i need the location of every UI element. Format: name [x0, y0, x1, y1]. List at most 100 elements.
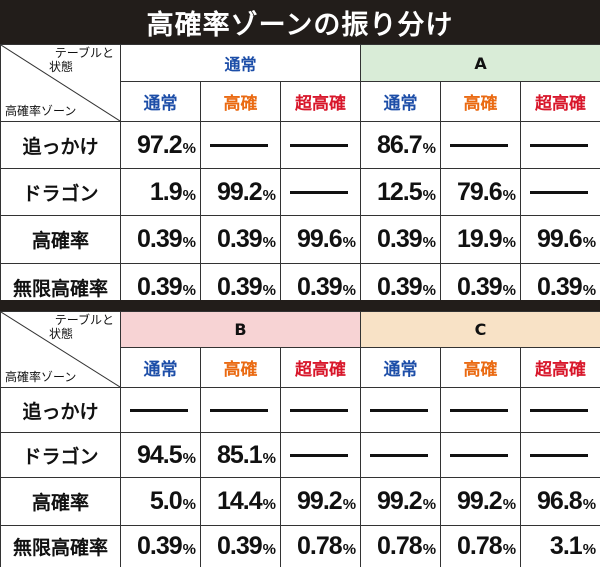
sub-header-high: 高確: [200, 81, 281, 122]
corner-header: テーブルと 状態 高確率ゾーン: [0, 311, 121, 388]
corner-zone-label: 高確率ゾーン: [5, 370, 77, 384]
table-row: 高確率 0.39% 0.39% 99.6% 0.39% 19.9% 99.6%: [0, 215, 600, 264]
sub-header-normal: 通常: [360, 81, 442, 122]
dash-mark: [129, 408, 188, 412]
value-cell: [520, 387, 600, 433]
row-label: 無限高確率: [0, 525, 121, 567]
value-cell: [440, 432, 522, 478]
corner-zone-label: 高確率ゾーン: [5, 104, 77, 118]
value-cell: 99.2%: [279, 477, 362, 526]
value-cell: [279, 121, 362, 169]
corner-table-state-label: テーブルと: [54, 313, 114, 327]
sub-header-high: 高確: [440, 81, 522, 122]
value-cell: 99.2%: [440, 477, 522, 526]
value-cell: 99.6%: [279, 215, 362, 264]
section-divider: [0, 300, 600, 311]
row-label: 高確率: [0, 215, 121, 264]
value-cell: [360, 432, 442, 478]
dash-mark: [369, 408, 428, 412]
value-cell: 0.39%: [120, 525, 201, 567]
value-cell: [520, 432, 600, 478]
value-cell: 3.1%: [520, 525, 600, 567]
value-cell: [360, 387, 442, 433]
value-cell: 99.6%: [520, 215, 600, 264]
sub-header-high: 高確: [200, 347, 281, 388]
dash-mark: [529, 143, 588, 147]
value-cell: 85.1%: [200, 432, 281, 478]
sub-header-normal: 通常: [360, 347, 442, 388]
distribution-table-1: テーブルと 状態 高確率ゾーン 通常 A 通常 高確 超高確 通常 高確 超高確…: [0, 44, 600, 311]
value-cell: 12.5%: [360, 168, 442, 216]
sub-header-super-high: 超高確: [279, 81, 362, 122]
value-cell: [279, 168, 362, 216]
sub-header-normal: 通常: [120, 81, 201, 122]
row-label: ドラゴン: [0, 168, 121, 216]
group-header-c: C: [360, 311, 600, 348]
row-label: 追っかけ: [0, 387, 121, 433]
page-title: 高確率ゾーンの振り分け: [0, 0, 600, 44]
value-cell: [120, 387, 201, 433]
dash-mark: [529, 453, 588, 457]
dash-mark: [529, 190, 588, 194]
dash-mark: [369, 453, 428, 457]
value-cell: 19.9%: [440, 215, 522, 264]
table-row: 追っかけ 97.2% 86.7%: [0, 121, 600, 169]
value-cell: 86.7%: [360, 121, 442, 169]
row-label: 高確率: [0, 477, 121, 526]
table-row: 追っかけ: [0, 387, 600, 433]
group-header-a: A: [360, 44, 600, 82]
group-header-b: B: [119, 311, 362, 348]
corner-state-label: 状態: [49, 60, 74, 74]
value-cell: 0.78%: [440, 525, 522, 567]
sub-header-super-high: 超高確: [279, 347, 362, 388]
row-label: 追っかけ: [0, 121, 121, 169]
corner-table-state-label: テーブルと: [54, 46, 114, 60]
dash-mark: [289, 143, 348, 147]
value-cell: 0.78%: [360, 525, 442, 567]
value-cell: 99.2%: [360, 477, 442, 526]
dash-mark: [449, 453, 508, 457]
table-row: 無限高確率 0.39% 0.39% 0.78% 0.78% 0.78% 3.1%: [0, 525, 600, 567]
dash-mark: [289, 190, 348, 194]
value-cell: 0.39%: [360, 215, 442, 264]
value-cell: [520, 168, 600, 216]
value-cell: 14.4%: [200, 477, 281, 526]
corner-header: テーブルと 状態 高確率ゾーン: [0, 44, 121, 122]
row-label: ドラゴン: [0, 432, 121, 478]
dash-mark: [289, 408, 348, 412]
value-cell: 79.6%: [440, 168, 522, 216]
value-cell: [440, 387, 522, 433]
dash-mark: [529, 408, 588, 412]
value-cell: 0.39%: [200, 525, 281, 567]
distribution-table-2: テーブルと 状態 高確率ゾーン B C 通常 高確 超高確 通常 高確 超高確 …: [0, 311, 600, 567]
dash-mark: [209, 408, 268, 412]
value-cell: [200, 387, 281, 433]
sub-header-super-high: 超高確: [520, 81, 600, 122]
value-cell: [520, 121, 600, 169]
group-header-normal: 通常: [119, 44, 362, 82]
corner-state-label: 状態: [49, 327, 74, 341]
dash-mark: [449, 408, 508, 412]
dash-mark: [289, 453, 348, 457]
value-cell: [279, 432, 362, 478]
table-row: 高確率 5.0% 14.4% 99.2% 99.2% 99.2% 96.8%: [0, 477, 600, 526]
value-cell: 99.2%: [200, 168, 281, 216]
value-cell: 96.8%: [520, 477, 600, 526]
value-cell: 94.5%: [120, 432, 201, 478]
value-cell: 0.39%: [120, 215, 201, 264]
value-cell: 0.39%: [200, 215, 281, 264]
sub-header-high: 高確: [440, 347, 522, 388]
value-cell: 97.2%: [120, 121, 201, 169]
sub-header-super-high: 超高確: [520, 347, 600, 388]
value-cell: [200, 121, 281, 169]
value-cell: [440, 121, 522, 169]
table-row: ドラゴン 94.5% 85.1%: [0, 432, 600, 478]
dash-mark: [209, 143, 268, 147]
value-cell: 5.0%: [120, 477, 201, 526]
sub-header-normal: 通常: [120, 347, 201, 388]
value-cell: 1.9%: [120, 168, 201, 216]
value-cell: [279, 387, 362, 433]
value-cell: 0.78%: [279, 525, 362, 567]
table-row: ドラゴン 1.9% 99.2% 12.5% 79.6%: [0, 168, 600, 216]
dash-mark: [449, 143, 508, 147]
